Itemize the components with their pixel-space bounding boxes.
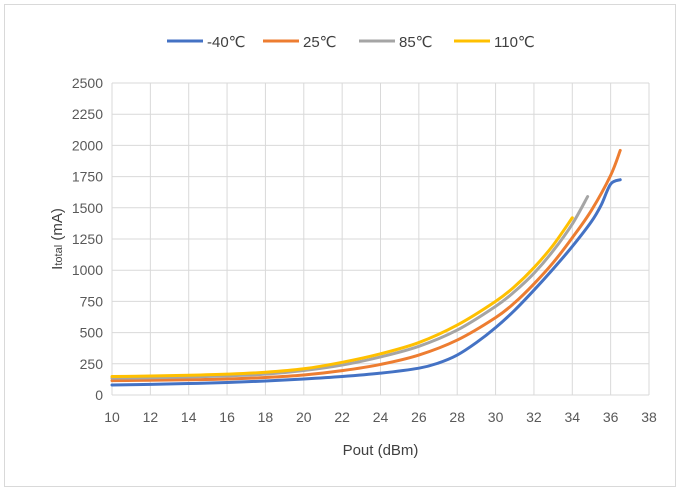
y-tick-label: 1500 [72,200,103,216]
y-axis-title-main: I [49,266,66,270]
gridlines [111,82,650,396]
legend-label-25: 25℃ [303,34,337,51]
x-tick-labels: 10 12 14 16 18 20 22 24 26 28 30 32 34 36 38 [104,409,657,425]
series-lines [110,148,622,387]
y-tick-label: 2500 [72,75,103,91]
x-tick-label: 18 [258,409,274,425]
y-tick-labels: 0 250 500 750 1000 1250 1500 1750 2000 2250 2500 [72,75,103,403]
y-tick-label: 1250 [72,231,103,247]
x-tick-label: 38 [641,409,657,425]
x-tick-label: 30 [488,409,504,425]
y-tick-label: 1000 [72,262,103,278]
y-tick-label: 750 [80,293,104,309]
y-tick-label: 250 [80,356,104,372]
x-tick-label: 24 [373,409,389,425]
x-tick-label: 14 [181,409,197,425]
legend: -40℃ 25℃ 85℃ 110℃ [167,34,535,51]
y-axis-title-sub: total [53,245,65,266]
x-tick-label: 20 [296,409,312,425]
chart-frame: 0 250 500 750 1000 1250 1500 1750 2000 2250 2500 1… [4,4,676,487]
x-tick-label: 36 [603,409,619,425]
x-tick-label: 16 [219,409,235,425]
y-tick-label: 0 [95,387,103,403]
x-tick-label: 34 [564,409,580,425]
y-tick-label: 2000 [72,137,103,153]
y-axis-title-unit: (mA) [49,208,66,245]
legend-label-85: 85℃ [399,34,433,51]
series-line-25 [110,148,622,383]
y-axis-title: Itotal (mA) [49,208,66,270]
line-chart: 0 250 500 750 1000 1250 1500 1750 2000 2250 2500 1… [49,34,657,459]
y-tick-label: 1750 [72,169,103,185]
x-axis-title: Pout (dBm) [343,442,419,459]
x-tick-label: 22 [334,409,350,425]
x-tick-label: 12 [143,409,159,425]
x-tick-label: 32 [526,409,542,425]
series-line-110 [110,216,574,379]
y-tick-label: 2250 [72,106,103,122]
x-tick-label: 28 [449,409,465,425]
series-line-minus40 [110,178,622,387]
legend-label-110: 110℃ [494,34,535,51]
x-tick-label: 26 [411,409,427,425]
y-tick-label: 500 [80,325,104,341]
series-line-85 [110,195,590,380]
legend-label-minus40: -40℃ [207,34,246,51]
x-tick-label: 10 [104,409,120,425]
